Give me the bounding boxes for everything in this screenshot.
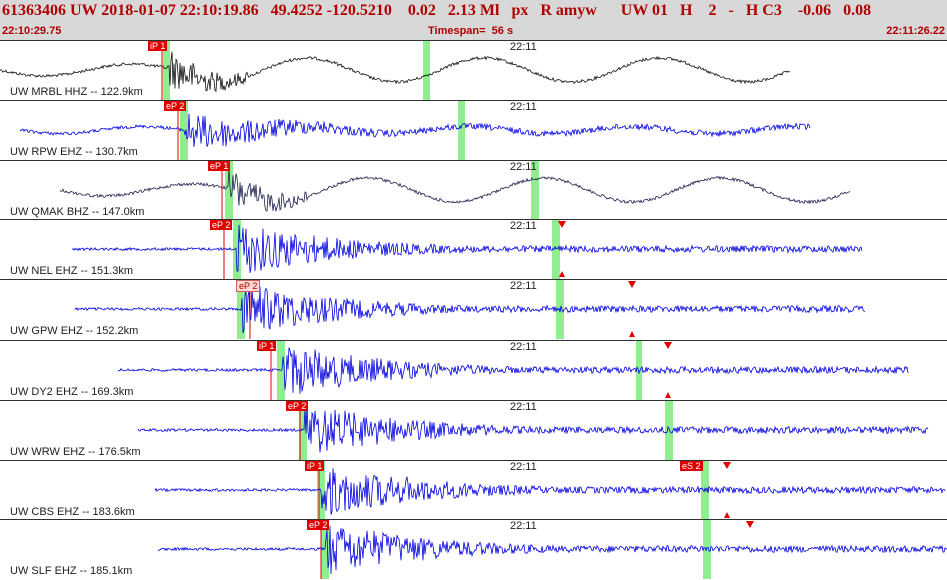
station-label: UW CBS EHZ -- 183.6km [10,506,135,518]
waveform-plot [0,400,947,460]
seismic-trace [59,167,851,212]
trace-panel[interactable]: eP 2 22:11 UW GPW EHZ -- 152.2km [0,279,947,339]
time-tick-label: 22:11 [510,520,537,532]
phase-window-marker [163,41,170,100]
triangle-down-icon [664,342,672,349]
trace-panel[interactable]: eP 1 22:11 UW QMAK BHZ -- 147.0km [0,160,947,220]
waveform-plot [0,100,947,160]
station-label: UW RPW EHZ -- 130.7km [10,146,138,158]
seismic-trace [0,51,791,93]
start-time: 22:10:29.75 [2,25,62,37]
phase-window-marker [703,520,711,579]
time-tick-label: 22:11 [510,101,537,113]
phase-window-marker [321,520,329,579]
station-label: UW NEL EHZ -- 151.3km [10,265,134,277]
station-label: UW SLF EHZ -- 185.1km [10,565,133,577]
station-label: UW QMAK BHZ -- 147.0km [10,206,145,218]
phase-window-marker [299,401,307,460]
triangle-up-icon [559,271,565,277]
phase-window-marker [458,101,465,160]
waveform-plot [0,40,947,100]
phase-window-marker [233,220,241,279]
header-bar: 61363406 UW 2018-01-07 22:10:19.86 49.42… [0,0,947,40]
phase-window-marker [423,41,430,100]
waveform-plot [0,340,947,400]
station-label: UW MRBL HHZ -- 122.9km [10,86,143,98]
pick-label[interactable]: eP 2 [210,220,233,230]
phase-window-marker [665,401,673,460]
trace-panel[interactable]: iP 1 eS 2 22:11 UW CBS EHZ -- 183.6km [0,460,947,520]
triangle-down-icon [628,281,636,288]
time-tick-label: 22:11 [510,341,537,353]
time-tick-label: 22:11 [510,401,537,413]
end-time: 22:11:26.22 [886,25,945,37]
seismic-trace [74,285,866,334]
seismogram-panels[interactable]: iP 1 22:11 UW MRBL HHZ -- 122.9km eP 2 22:11… [0,40,947,580]
time-tick-label: 22:11 [510,461,537,473]
pick-label[interactable]: iP 1 [305,461,325,471]
seismic-trace [137,405,929,453]
triangle-down-icon [558,221,566,228]
trace-panel[interactable]: eP 2 22:11 UW SLF EHZ -- 185.1km [0,519,947,579]
seismic-trace [117,347,909,394]
pick-label-secondary[interactable]: eS 2 [680,461,703,471]
seismic-trace [71,224,863,273]
pick-label[interactable]: eP 2 [286,401,309,411]
pick-label[interactable]: eP 2 [236,280,261,292]
waveform-plot [0,519,947,579]
phase-window-marker [556,280,564,339]
time-tick-label: 22:11 [510,280,537,292]
triangle-down-icon [723,462,731,469]
pick-label[interactable]: eP 2 [307,520,330,530]
pick-label[interactable]: eP 1 [208,161,231,171]
waveform-plot [0,279,947,339]
seismic-trace [154,468,946,515]
seismic-trace [19,113,811,147]
triangle-up-icon [724,512,730,518]
triangle-up-icon [629,331,635,337]
waveform-plot [0,219,947,279]
trace-panel[interactable]: iP 1 22:11 UW DY2 EHZ -- 169.3km [0,340,947,400]
trace-panel[interactable]: iP 1 22:11 UW MRBL HHZ -- 122.9km [0,40,947,100]
trace-panel[interactable]: eP 2 22:11 UW RPW EHZ -- 130.7km [0,100,947,160]
time-tick-label: 22:11 [510,161,537,173]
station-label: UW DY2 EHZ -- 169.3km [10,386,134,398]
waveform-plot [0,160,947,220]
pick-label[interactable]: iP 1 [257,341,277,351]
triangle-down-icon [746,521,754,528]
triangle-up-icon [665,392,671,398]
phase-window-marker [636,341,642,400]
trace-panel[interactable]: eP 2 22:11 UW NEL EHZ -- 151.3km [0,219,947,279]
timespan-label: Timespan= 56 s [428,25,514,37]
pick-label[interactable]: iP 1 [148,41,168,51]
phase-window-marker [701,461,709,520]
seismic-trace [157,525,947,575]
phase-window-marker [225,161,233,220]
station-label: UW GPW EHZ -- 152.2km [10,325,139,337]
waveform-plot [0,460,947,520]
trace-panel[interactable]: eP 2 22:11 UW WRW EHZ -- 176.5km [0,400,947,460]
event-title: 61363406 UW 2018-01-07 22:10:19.86 49.42… [2,2,872,19]
time-tick-label: 22:11 [510,41,537,53]
station-label: UW WRW EHZ -- 176.5km [10,446,141,458]
phase-window-marker [531,161,539,220]
pick-label[interactable]: eP 2 [164,101,187,111]
time-tick-label: 22:11 [510,220,537,232]
